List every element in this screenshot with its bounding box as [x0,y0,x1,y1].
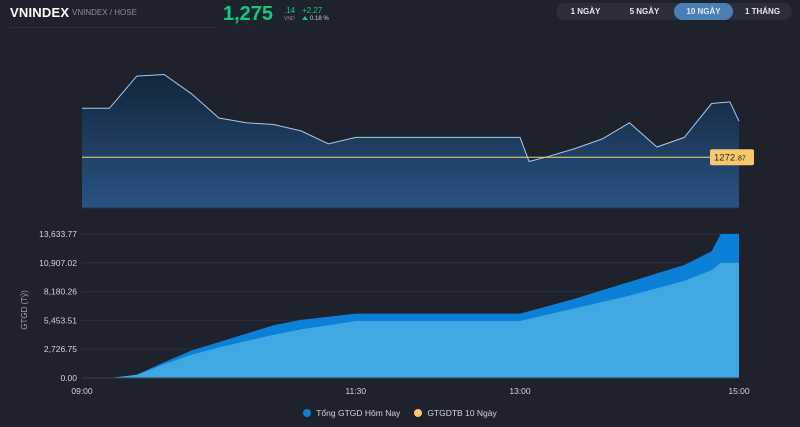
range-tabs: 1 NGÀY 5 NGÀY 10 NGÀY 1 THÁNG [556,3,792,20]
price-change: +2.27 [302,6,323,15]
x-tick-label: 13:00 [509,386,531,396]
header-divider [10,27,215,28]
tab-5-ngay[interactable]: 5 NGÀY [629,7,660,16]
price-line [82,73,740,163]
price-area [82,74,739,208]
legend-dot-icon [303,409,312,417]
price-unit: VND [284,16,295,22]
price-change-percent: 0.18 % [310,16,329,22]
y-tick-label: 13,633.77 [39,229,77,239]
legend-item-tong-gtgd[interactable]: Tổng GTGD Hôm Nay [303,405,400,421]
reference-badge-decimal: .87 [736,156,746,163]
reference-badge-value: 1272 [714,153,735,164]
last-price: 1,275 [223,3,274,25]
legend-item-gtgdtb[interactable]: GTGDTB 10 Ngày [414,405,497,421]
tab-1-thang[interactable]: 1 THÁNG [744,7,781,16]
series-gtgdtb-area [82,262,739,378]
tab-10-ngay[interactable]: 10 NGÀY [674,3,733,20]
y-axis-ticks: 0.00 2,726.75 5,453.51 8,180.26 10,907.02 13,… [39,229,77,383]
up-arrow-icon [302,16,308,20]
y-tick-label: 5,453.51 [44,315,77,325]
symbol-title: VNINDEX [10,5,70,20]
legend-label: Tổng GTGD Hôm Nay [316,408,401,418]
legend: Tổng GTGD Hôm Nay GTGDTB 10 Ngày [0,405,800,421]
x-tick-label: 09:00 [71,386,93,396]
reference-badge: 1272 .87 [710,149,754,166]
y-tick-label: 10,907.02 [39,258,77,268]
legend-label: GTGDTB 10 Ngày [427,408,497,418]
x-tick-label: 15:00 [728,386,750,396]
y-axis-label: GTGD (Tỷ) [20,290,29,330]
y-tick-label: 0.00 [60,373,77,383]
tab-1-ngay[interactable]: 1 NGÀY [570,7,601,16]
legend-dot-icon [414,409,423,417]
last-price-decimal: .14 [284,6,296,15]
exchange-label: VNINDEX / HOSE [72,8,137,17]
y-tick-label: 2,726.75 [44,344,77,354]
y-tick-label: 8,180.26 [44,287,77,297]
header-bar: VNINDEX VNINDEX / HOSE 1,275 .14 VND +2.… [0,0,800,28]
x-tick-label: 11:30 [345,386,366,396]
x-axis-ticks: 09:00 11:30 13:00 15:00 [71,386,750,396]
